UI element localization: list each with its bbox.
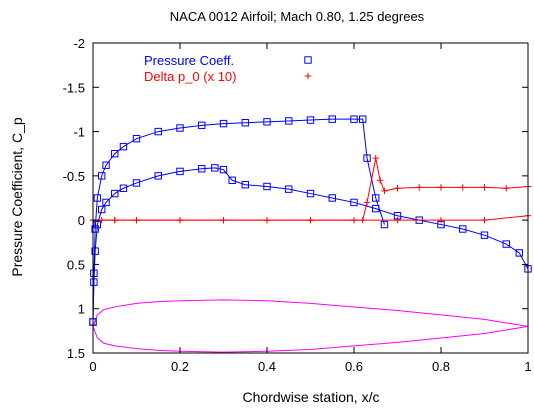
series-0-point — [98, 205, 106, 214]
series-0-point — [154, 172, 162, 180]
series-0-point — [132, 179, 141, 187]
x-tick-label: 0.2 — [171, 359, 189, 374]
legend-label: Delta p_0 (x 10) — [144, 69, 237, 84]
series-0-point — [372, 204, 380, 213]
series-0-point — [176, 167, 184, 176]
series-0-point — [198, 121, 206, 130]
series-0-point — [111, 150, 119, 158]
series-0-point — [306, 189, 315, 198]
series-0-point — [90, 278, 98, 286]
series-0-point — [132, 134, 141, 143]
series-1-point — [503, 185, 510, 192]
series-1-point — [372, 154, 379, 162]
series-0-point — [228, 176, 236, 184]
series-1-point — [263, 216, 271, 224]
series-0-point — [502, 240, 510, 248]
series-0-point — [102, 161, 110, 169]
series-0-point — [198, 165, 206, 173]
series-0-point — [328, 194, 336, 202]
series-0-point — [263, 118, 271, 126]
axis-ticks: 0 0.2 0.4 0.6 0.8 1 -2 -1.5 -1 -0.5 0 0.5 1 1.5 — [63, 36, 532, 374]
series-0-point — [102, 198, 110, 207]
series-1-point — [481, 184, 488, 191]
series-0-point — [263, 182, 271, 191]
series-1-point — [459, 184, 466, 191]
series-0-point — [241, 119, 249, 127]
series-0-point — [285, 185, 293, 193]
y-tick-label: 1.5 — [67, 346, 85, 361]
series-1-point — [416, 184, 423, 191]
series-0-point — [119, 184, 128, 192]
series-0-point — [372, 194, 380, 202]
x-tick-label: 0.4 — [258, 359, 276, 374]
series-1-point — [220, 216, 227, 224]
y-tick-label: 0 — [78, 213, 85, 228]
series-1-point — [394, 185, 401, 192]
series-0-point — [219, 119, 228, 128]
series-0-line-lower — [92, 167, 529, 323]
y-axis-label: Pressure Coefficient, C_p — [9, 117, 25, 276]
series-1-line-lower — [93, 215, 529, 221]
series-0-point — [176, 124, 184, 132]
x-tick-label: 0.6 — [345, 359, 363, 374]
airfoil-outline-upper — [92, 299, 529, 327]
series-0-point — [480, 231, 489, 239]
series-1-point — [307, 216, 314, 224]
series-0-point — [380, 220, 389, 229]
x-axis-label: Chordwise station, x/c — [243, 389, 380, 405]
series-0-point — [285, 117, 293, 125]
series-1-point — [350, 216, 358, 224]
series-1-point — [363, 199, 371, 206]
legend-label: Pressure Coeff. — [144, 53, 234, 68]
series-0-point — [119, 142, 128, 151]
legend-marker — [304, 72, 312, 80]
x-tick-label: 0.8 — [432, 359, 450, 374]
series-1-point — [381, 187, 388, 195]
series-1-point — [376, 177, 384, 184]
series-0-point — [91, 247, 99, 255]
series-0-point — [111, 189, 119, 198]
plot-area — [89, 115, 532, 353]
y-tick-label: 1 — [78, 302, 85, 317]
series-0-point — [93, 220, 102, 229]
series-0-point — [350, 115, 358, 123]
legend-marker — [304, 56, 312, 64]
series-0-point — [363, 154, 371, 162]
series-0-point — [241, 181, 249, 189]
series-1-point — [176, 216, 184, 224]
series-1-point — [394, 216, 401, 224]
x-tick-label: 1 — [524, 359, 531, 374]
series-0-point — [154, 127, 162, 136]
series-0-point — [91, 225, 99, 233]
x-tick-label: 0 — [89, 359, 96, 374]
series-0-point — [350, 198, 358, 207]
airfoil-outline-lower — [92, 325, 529, 353]
series-0-point — [93, 194, 102, 202]
series-1-point — [133, 216, 140, 224]
series-0-point — [306, 116, 315, 124]
plot-frame — [92, 42, 529, 354]
series-0-point — [328, 115, 336, 123]
series-0-point — [515, 249, 523, 257]
chart-title: NACA 0012 Airfoil; Mach 0.80, 1.25 degre… — [170, 9, 425, 24]
y-tick-label: -0.5 — [63, 169, 85, 184]
series-1-point — [437, 216, 445, 224]
y-tick-label: 0.5 — [67, 257, 85, 272]
series-0-point — [211, 164, 219, 172]
legend: Pressure Coeff.Delta p_0 (x 10) — [144, 53, 312, 84]
y-tick-label: -2 — [73, 36, 85, 51]
series-0-point — [359, 115, 367, 123]
series-1-point — [437, 184, 445, 191]
series-0-point — [459, 225, 467, 233]
y-tick-label: -1 — [73, 125, 85, 140]
series-0-point — [219, 165, 228, 174]
series-1-point — [111, 216, 118, 224]
series-1-point — [481, 216, 488, 224]
y-tick-label: -1.5 — [63, 80, 85, 95]
